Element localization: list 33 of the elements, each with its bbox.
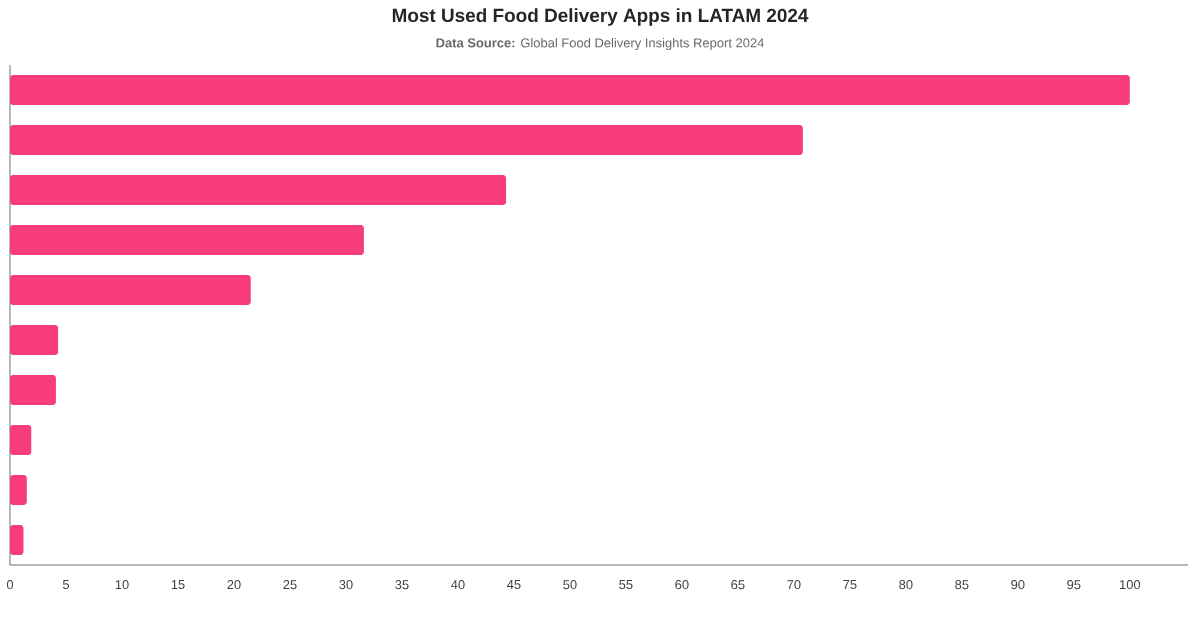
bar xyxy=(10,425,32,455)
x-tick-label: 95 xyxy=(1067,580,1081,590)
x-tick-label: 100 xyxy=(1120,580,1141,590)
bar xyxy=(10,225,364,255)
x-tick-label: 5 xyxy=(62,580,70,590)
x-tick-label: 45 xyxy=(507,580,521,590)
bar xyxy=(10,275,251,305)
chart-title: Most Used Food Delivery Apps in LATAM 2024 xyxy=(392,8,809,26)
bar xyxy=(10,175,507,205)
x-tick-label: 90 xyxy=(1011,580,1025,590)
x-tick-label: 30 xyxy=(339,580,353,590)
x-tick-label: 20 xyxy=(227,580,241,590)
x-tick-label: 0 xyxy=(6,580,14,590)
bar xyxy=(10,475,27,505)
bar xyxy=(10,125,803,155)
x-tick-label: 80 xyxy=(899,580,913,590)
x-tick-label: 10 xyxy=(115,580,129,590)
x-tick-label: 60 xyxy=(675,580,689,590)
x-tick-label: 50 xyxy=(563,580,577,590)
x-tick-label: 65 xyxy=(731,580,745,590)
x-tick-label: 70 xyxy=(787,580,801,590)
x-tick-label: 40 xyxy=(451,580,465,590)
chart-subtitle: Data Source: Global Food Delivery Insights Report 2024 xyxy=(436,37,764,51)
x-tick-label: 85 xyxy=(955,580,969,590)
bar xyxy=(10,324,59,355)
bar xyxy=(10,74,1130,105)
x-tick-label: 15 xyxy=(171,580,185,590)
x-tick-label: 55 xyxy=(619,580,633,590)
x-tick-label: 75 xyxy=(843,580,857,590)
bar xyxy=(10,375,56,405)
bar xyxy=(10,525,24,555)
x-tick-label: 35 xyxy=(395,580,409,590)
x-tick-label: 25 xyxy=(283,580,297,590)
